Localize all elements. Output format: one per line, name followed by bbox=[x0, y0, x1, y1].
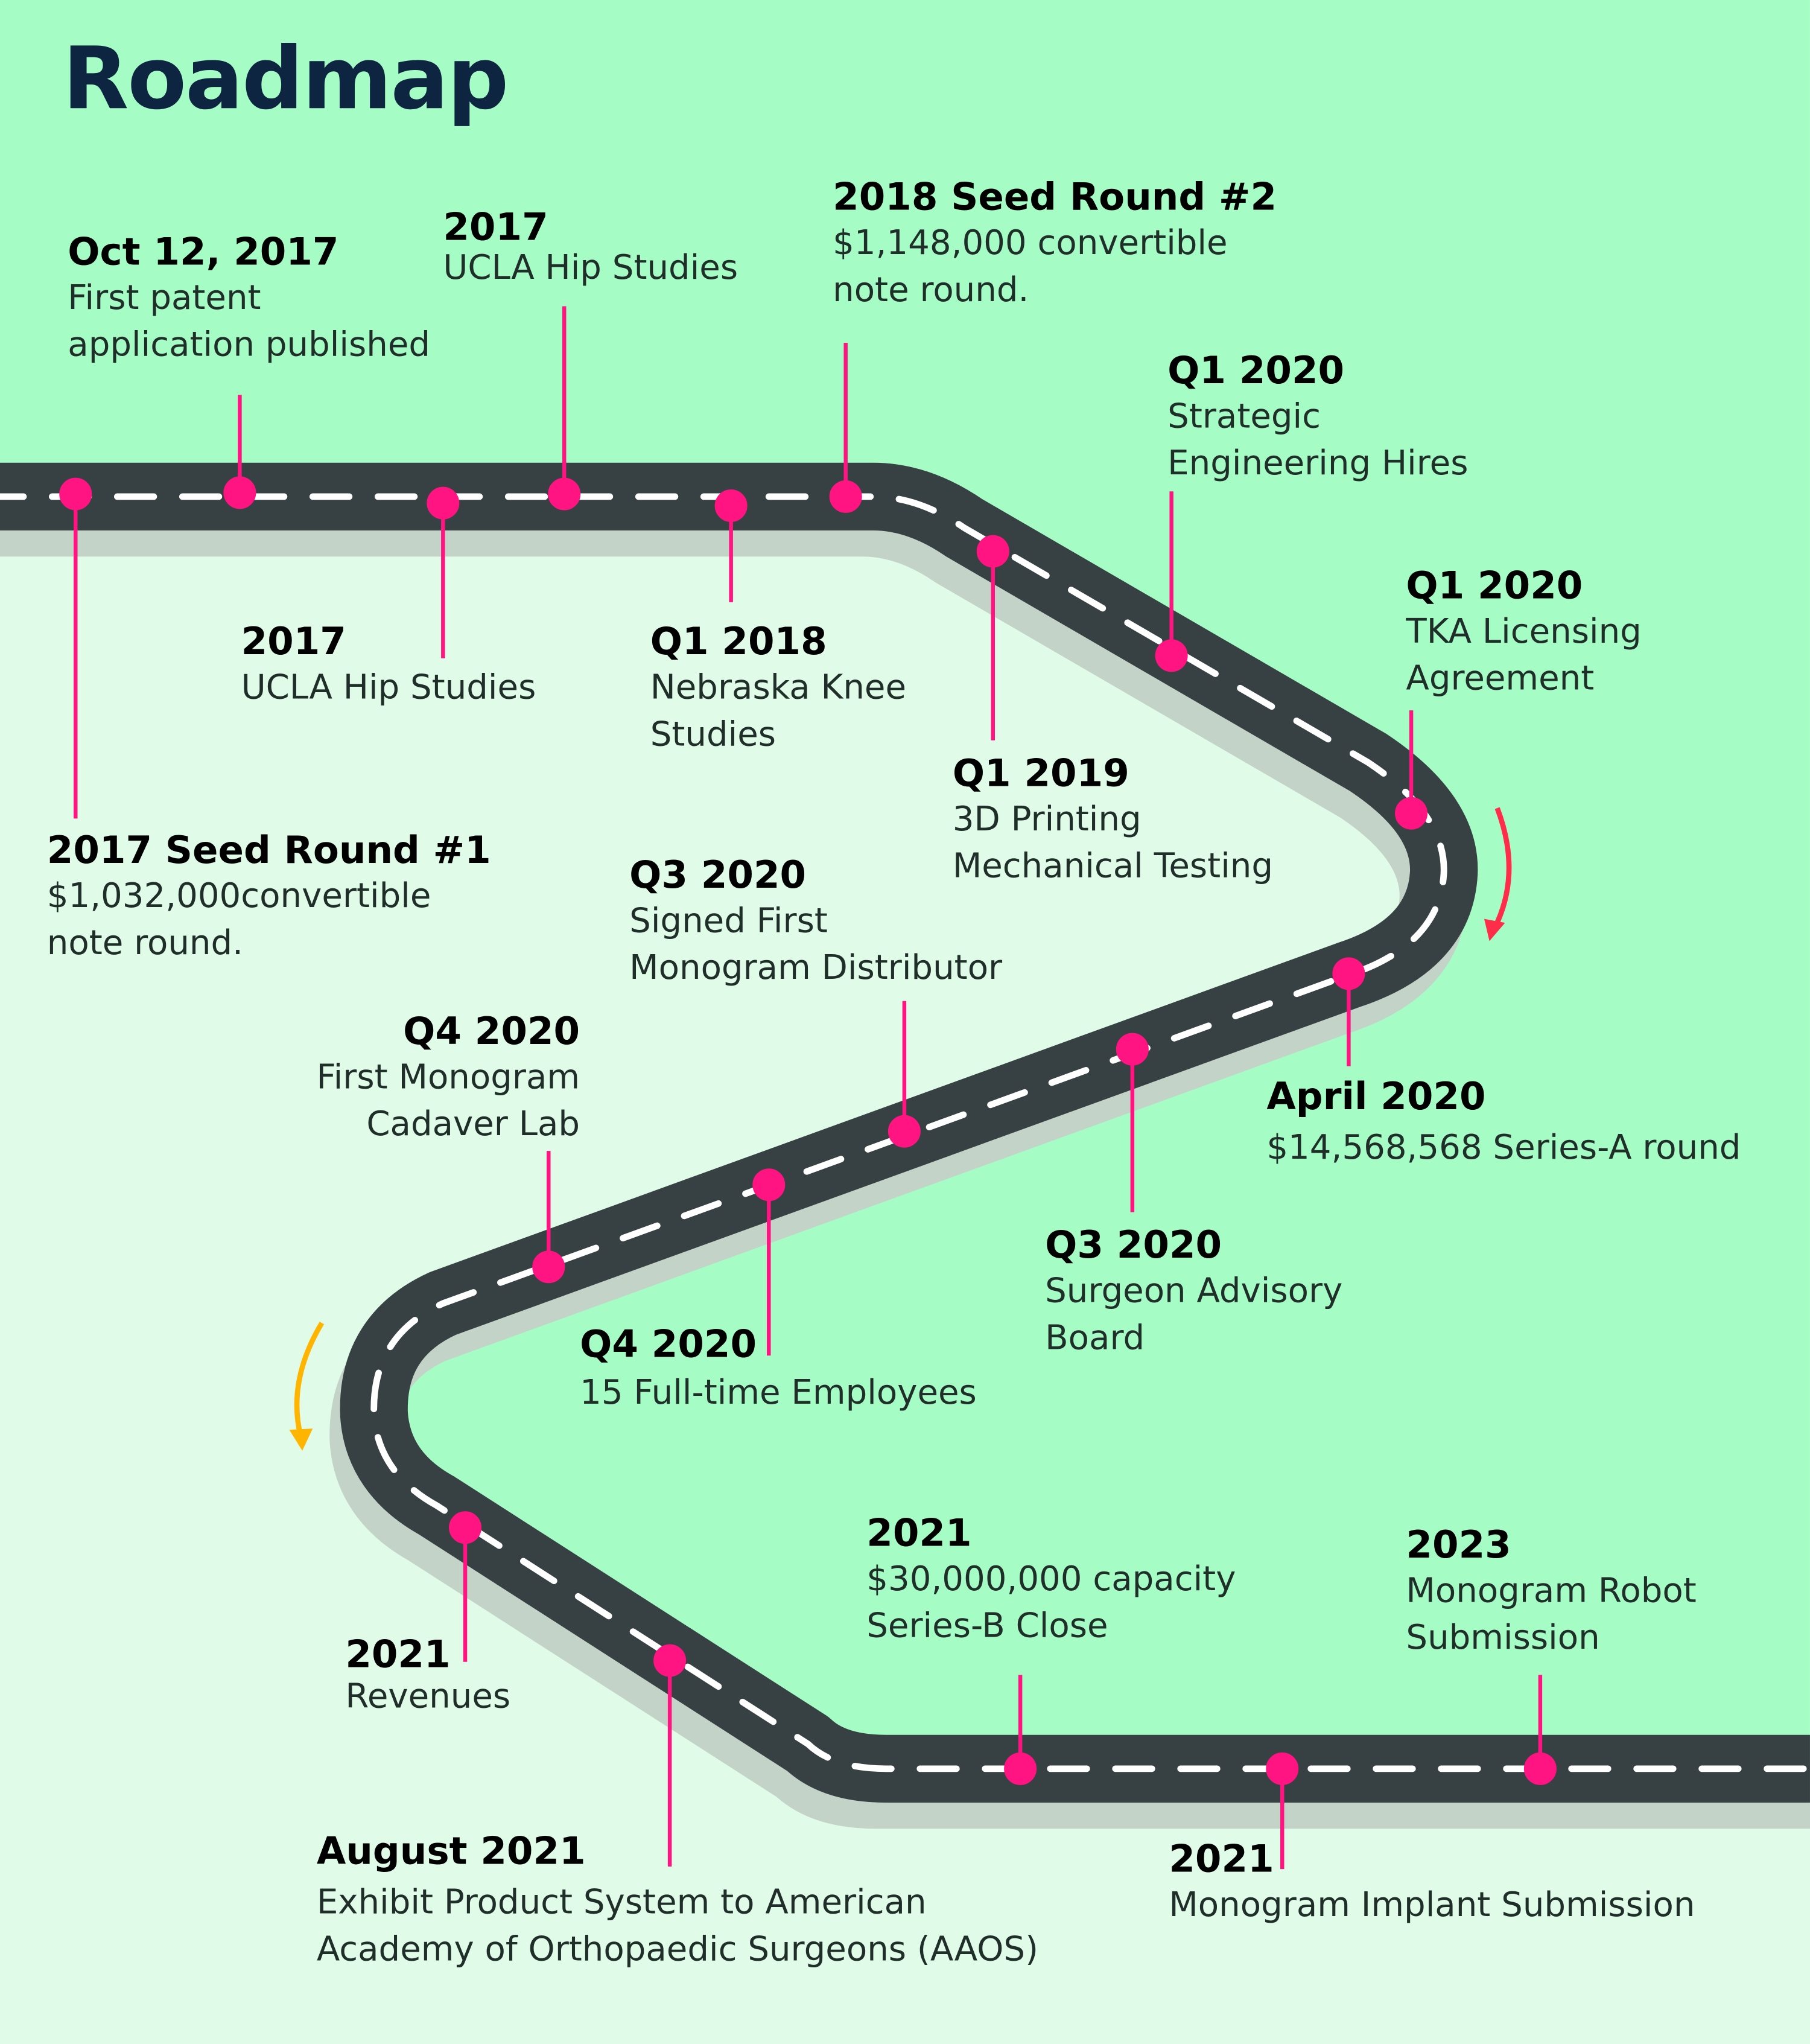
page-title: Roadmap bbox=[62, 28, 509, 129]
milestone-text: TKA Licensing bbox=[1406, 613, 1642, 652]
milestone-heading: 2018 Seed Round #2 bbox=[833, 174, 1277, 219]
milestone-heading: Q1 2020 bbox=[1167, 348, 1345, 393]
milestone-text: Nebraska Knee bbox=[650, 668, 907, 708]
pin bbox=[714, 489, 748, 602]
milestone-2023-robot: 2023 Monogram Robot Submission bbox=[1406, 1521, 1696, 1661]
pin bbox=[223, 395, 256, 509]
pin bbox=[1004, 1675, 1037, 1785]
pin bbox=[1155, 491, 1188, 672]
milestone-2021-series-b: 2021 $30,000,000 capacity Series-B Close bbox=[866, 1509, 1236, 1650]
milestone-text: UCLA Hip Studies bbox=[443, 249, 738, 288]
milestone-text: Board bbox=[1045, 1319, 1145, 1358]
milestone-heading: 2021 bbox=[1169, 1836, 1274, 1881]
milestone-heading: Q4 2020 bbox=[580, 1322, 757, 1366]
milestone-text: Mechanical Testing bbox=[952, 847, 1274, 887]
milestone-oct-2017: Oct 12, 2017 First patent application publ… bbox=[68, 228, 430, 369]
milestone-q3-2020-advisory: Q3 2020 Surgeon Advisory Board bbox=[1045, 1221, 1342, 1362]
milestone-heading: Q1 2018 bbox=[650, 619, 827, 664]
milestone-2017-ucla-upper: 2017 UCLA Hip Studies bbox=[443, 206, 738, 289]
pin bbox=[888, 1001, 921, 1148]
milestone-text: note round. bbox=[46, 924, 244, 964]
pin bbox=[1523, 1675, 1557, 1785]
milestone-text: $1,032,000convertible bbox=[46, 877, 431, 917]
milestone-text: $30,000,000 capacity bbox=[866, 1560, 1236, 1600]
milestone-text: 15 Full-time Employees bbox=[580, 1374, 977, 1413]
pin bbox=[976, 535, 1009, 740]
milestone-april-2020: April 2020 $14,568,568 Series-A round bbox=[1266, 1070, 1741, 1174]
milestone-q4-2020-cadaver: Q4 2020 First Monogram Cadaver Lab bbox=[316, 1008, 580, 1148]
pin bbox=[752, 1168, 786, 1356]
milestone-text: Academy of Orthopaedic Surgeons (AAOS) bbox=[316, 1930, 1038, 1970]
direction-arrow-right-icon bbox=[1484, 807, 1512, 941]
milestone-heading: 2021 bbox=[866, 1511, 972, 1555]
milestone-heading: 2017 bbox=[241, 619, 346, 664]
milestone-text: $1,148,000 convertible bbox=[833, 224, 1228, 264]
milestone-text: Monogram Distributor bbox=[629, 949, 1003, 989]
milestone-text: note round. bbox=[833, 271, 1029, 311]
milestone-q3-2020-distributor: Q3 2020 Signed First Monogram Distributor bbox=[629, 851, 1002, 992]
milestone-text: application published bbox=[68, 325, 431, 365]
milestone-text: Monogram Robot bbox=[1406, 1571, 1697, 1611]
milestone-2017-seed-1: 2017 Seed Round #1 $1,032,000convertible n… bbox=[47, 826, 491, 967]
milestone-heading: 2017 Seed Round #1 bbox=[46, 827, 491, 872]
milestone-heading: Oct 12, 2017 bbox=[68, 229, 339, 274]
milestone-heading: Q1 2020 bbox=[1406, 563, 1583, 608]
milestone-2018-seed-2: 2018 Seed Round #2 $1,148,000 convertible… bbox=[833, 173, 1277, 314]
milestone-text: Agreement bbox=[1406, 659, 1595, 699]
pin bbox=[1266, 1752, 1299, 1870]
pin bbox=[1395, 710, 1428, 830]
milestone-heading: Q3 2020 bbox=[629, 852, 807, 897]
milestone-q4-2020-employees: Q4 2020 15 Full-time Employees bbox=[580, 1319, 977, 1418]
milestone-text: Monogram Implant Submission bbox=[1169, 1886, 1695, 1926]
milestone-heading: April 2020 bbox=[1266, 1074, 1486, 1119]
milestone-text: Studies bbox=[650, 715, 776, 755]
lane-dashes bbox=[0, 493, 1810, 1772]
milestone-heading: Q1 2019 bbox=[952, 751, 1129, 795]
pin bbox=[1116, 1033, 1149, 1212]
milestone-heading: 2017 bbox=[443, 205, 548, 249]
pin bbox=[532, 1151, 565, 1284]
pin bbox=[653, 1644, 687, 1867]
milestone-text: Submission bbox=[1406, 1619, 1600, 1658]
milestone-2017-ucla-lower: 2017 UCLA Hip Studies bbox=[241, 618, 536, 712]
milestone-text: Cadaver Lab bbox=[366, 1105, 580, 1145]
milestone-heading: 2021 bbox=[345, 1632, 451, 1676]
milestone-text: First patent bbox=[68, 279, 261, 318]
milestone-text: Revenues bbox=[345, 1677, 511, 1717]
milestone-text: First Monogram bbox=[316, 1058, 580, 1098]
milestone-text: Strategic bbox=[1167, 397, 1321, 437]
milestone-heading: Q4 2020 bbox=[403, 1008, 580, 1054]
pin bbox=[59, 477, 92, 819]
milestone-2021-revenues: 2021 Revenues bbox=[345, 1632, 511, 1719]
pin bbox=[829, 343, 862, 513]
milestone-text: 3D Printing bbox=[952, 800, 1142, 839]
milestone-august-2021: August 2021 Exhibit Product System to Ame… bbox=[317, 1827, 1038, 1973]
milestone-q1-2018: Q1 2018 Nebraska Knee Studies bbox=[650, 618, 906, 759]
milestone-heading: August 2021 bbox=[316, 1829, 586, 1873]
milestone-text: Engineering Hires bbox=[1167, 444, 1469, 484]
milestone-2021-implant: 2021 Monogram Implant Submission bbox=[1169, 1835, 1695, 1929]
pin bbox=[1332, 957, 1365, 1066]
milestone-text: $14,568,568 Series-A round bbox=[1266, 1129, 1741, 1168]
milestone-q1-2020-tka: Q1 2020 TKA Licensing Agreement bbox=[1406, 562, 1641, 702]
milestone-heading: 2023 bbox=[1406, 1522, 1511, 1567]
milestone-pins bbox=[59, 306, 1557, 1870]
milestone-text: Exhibit Product System to American bbox=[316, 1883, 927, 1923]
milestone-text: Signed First bbox=[629, 902, 828, 941]
direction-arrow-left-icon bbox=[289, 1321, 325, 1451]
milestone-text: Surgeon Advisory bbox=[1045, 1272, 1343, 1311]
pin bbox=[449, 1511, 482, 1662]
pin bbox=[548, 306, 581, 511]
milestone-heading: Q3 2020 bbox=[1045, 1222, 1222, 1267]
milestone-q1-2020-hires: Q1 2020 Strategic Engineering Hires bbox=[1167, 347, 1468, 488]
milestone-text: UCLA Hip Studies bbox=[241, 668, 536, 708]
pin bbox=[427, 486, 460, 658]
milestone-q1-2019: Q1 2019 3D Printing Mechanical Testing bbox=[953, 750, 1273, 890]
milestone-text: Series-B Close bbox=[866, 1607, 1108, 1646]
